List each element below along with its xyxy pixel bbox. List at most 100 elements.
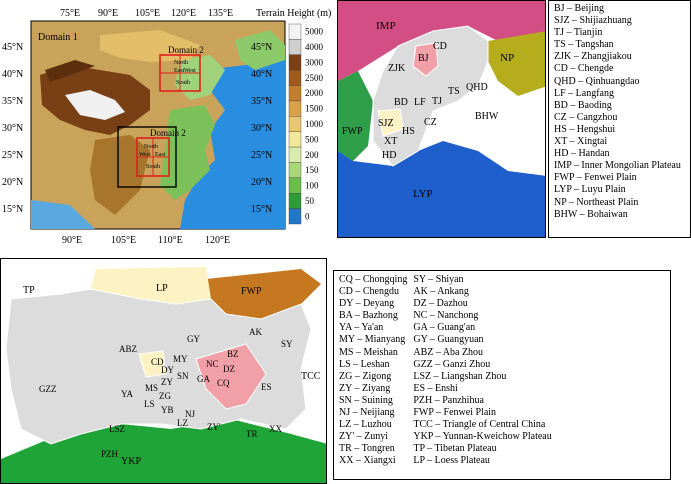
south-city-label-abz: ABZ xyxy=(119,344,137,354)
colorbar-swatch xyxy=(288,100,302,117)
colorbar-swatch xyxy=(288,162,302,179)
legend-entry: QHD – Qinhuangdao xyxy=(554,75,640,87)
north-legend: BJ – Beijing SJZ – Shijiazhuang TJ – Tianj… xyxy=(548,0,691,238)
domain-map-panel: North East West South North West East So… xyxy=(0,0,337,256)
south-city-label-nj: NJ xyxy=(185,409,195,419)
lat-label-15: 15°N xyxy=(2,204,23,215)
legend-entry: IMP – Inner Mongolian Plateau xyxy=(554,160,681,172)
legend-entry: CZ – Cangzhou xyxy=(554,111,618,123)
north-city-label-sjz: SJZ xyxy=(378,118,394,129)
lon-label-bottom-90: 90°E xyxy=(62,235,82,246)
region-fwp xyxy=(338,71,373,161)
region-np xyxy=(488,31,545,96)
region-hebei xyxy=(372,25,489,167)
north-map-panel: IMP NP FWP LYP BHW CD ZJK BJ QHD TS TJ L… xyxy=(337,0,546,238)
south-city-label-cd: CD xyxy=(151,357,164,367)
south-city-label-yb: YB xyxy=(161,405,174,415)
north-city-label-cz: CZ xyxy=(424,117,437,128)
north-map-svg: IMP NP FWP LYP BHW CD ZJK BJ QHD TS TJ L… xyxy=(338,1,545,237)
legend-entry: FWP – Fenwei Plain xyxy=(413,407,497,419)
domain-map-svg: North East West South North West East So… xyxy=(2,8,331,246)
north-city-label-zjk: ZJK xyxy=(388,63,406,74)
lon-label-top-105: 105°E xyxy=(135,8,160,19)
legend-entry: TR – Tongren xyxy=(339,443,395,455)
colorbar-swatch xyxy=(288,208,302,225)
north-region-label-bhw: BHW xyxy=(475,111,499,122)
colorbar-swatch xyxy=(288,177,302,194)
legend-entry: TS – Tangshan xyxy=(554,39,614,51)
colorbar-tick-label: 0 xyxy=(305,211,310,221)
colorbar-tick-label: 50 xyxy=(305,196,315,206)
north-box-label-east: East xyxy=(174,68,185,74)
legend-entry: YA – Ya'an xyxy=(339,322,384,334)
north-city-label-bd: BD xyxy=(394,97,408,108)
south-box-label-south: South xyxy=(146,164,160,170)
legend-entry: ZY' – Zunyi xyxy=(339,431,389,443)
legend-entry: BHW – Bohaiwan xyxy=(554,208,628,220)
domain2-south-label: Domain 2 xyxy=(150,128,186,138)
legend-entry: CD – Chengdu xyxy=(339,286,399,298)
legend-entry: TCC – Triangle of Central China xyxy=(413,419,546,431)
colorbar-tick-label: 1000 xyxy=(305,119,324,129)
lat-label-20: 20°N xyxy=(2,177,23,188)
colorbar-title: Terrain Height (m) xyxy=(256,8,331,19)
legend-entry: TJ – Tianjin xyxy=(554,27,603,39)
north-city-label-tj: TJ xyxy=(432,96,442,107)
south-region-label-tp: TP xyxy=(23,285,35,296)
lat-label-30: 30°N xyxy=(2,123,23,134)
colorbar-tick-label: 5000 xyxy=(305,27,324,37)
south-box-label-west: West xyxy=(139,152,151,158)
colorbar-swatch xyxy=(288,23,302,40)
south-city-label-zy: ZY xyxy=(161,377,173,387)
lat-label-40: 40°N xyxy=(2,69,23,80)
legend-entry: XX – Xiangxi xyxy=(339,455,396,467)
north-city-label-lf: LF xyxy=(414,97,426,108)
legend-entry: DY – Deyang xyxy=(339,298,395,310)
lon-label-top-90: 90°E xyxy=(98,8,118,19)
colorbar-swatch xyxy=(288,146,302,163)
colorbar-swatch xyxy=(288,54,302,71)
colorbar-tick-label: 2000 xyxy=(305,88,324,98)
lat-label-right-15: 15°N xyxy=(251,204,272,215)
colorbar-swatch xyxy=(288,85,302,102)
lat-label-35: 35°N xyxy=(2,96,23,107)
lat-label-45: 45°N xyxy=(2,42,23,53)
legend-entry: CD – Chengde xyxy=(554,63,614,75)
south-city-label-dy: DY xyxy=(161,365,174,375)
legend-entry: NP – Northeast Plain xyxy=(554,196,639,208)
lon-label-top-120: 120°E xyxy=(171,8,196,19)
north-city-label-bj: BJ xyxy=(418,53,429,64)
legend-entry: GY – Guangyuan xyxy=(413,334,484,346)
south-city-label-lsz: LSZ xyxy=(109,424,125,434)
legend-entry: YKP – Yunnan-Kweichow Plateau xyxy=(413,431,552,443)
lon-label-top-75: 75°E xyxy=(60,8,80,19)
lon-label-bottom-105: 105°E xyxy=(111,235,136,246)
colorbar-swatch xyxy=(288,131,302,148)
legend-entry: TP – Tibetan Plateau xyxy=(413,443,497,455)
south-city-label-lz: LZ xyxy=(177,418,188,428)
colorbar-tick-label: 4000 xyxy=(305,42,324,52)
colorbar-swatch xyxy=(288,116,302,132)
legend-entry: SJZ – Shijiazhuang xyxy=(554,15,632,27)
lon-label-bottom-110: 110°E xyxy=(158,235,183,246)
domain2-north-label: Domain 2 xyxy=(168,45,204,55)
domain1-label: Domain 1 xyxy=(38,32,78,43)
legend-entry: HD – Handan xyxy=(554,148,610,160)
south-city-label-nc: NC xyxy=(206,359,219,369)
south-city-label-zy: ZY' xyxy=(207,422,221,432)
legend-entry: AK – Ankang xyxy=(413,286,469,298)
north-city-label-ts: TS xyxy=(448,86,460,97)
legend-entry: ES – Enshi xyxy=(413,382,458,394)
south-city-label-my: MY xyxy=(173,354,188,364)
south-city-label-ms: MS xyxy=(145,383,158,393)
south-city-label-ya: YA xyxy=(121,389,134,399)
south-region-label-tcc: TCC xyxy=(301,371,321,382)
legend-entry: BA – Bazhong xyxy=(339,310,398,322)
south-city-label-xx: XX xyxy=(269,424,282,434)
legend-entry: LP – Loess Plateau xyxy=(413,455,490,467)
legend-entry: ZJK – Zhangjiakou xyxy=(554,51,632,63)
legend-entry: LF – Langfang xyxy=(554,87,614,99)
south-region-label-lp: LP xyxy=(156,283,168,294)
legend-entry: MS – Meishan xyxy=(339,346,398,358)
legend-entry: LS – Leshan xyxy=(339,358,390,370)
